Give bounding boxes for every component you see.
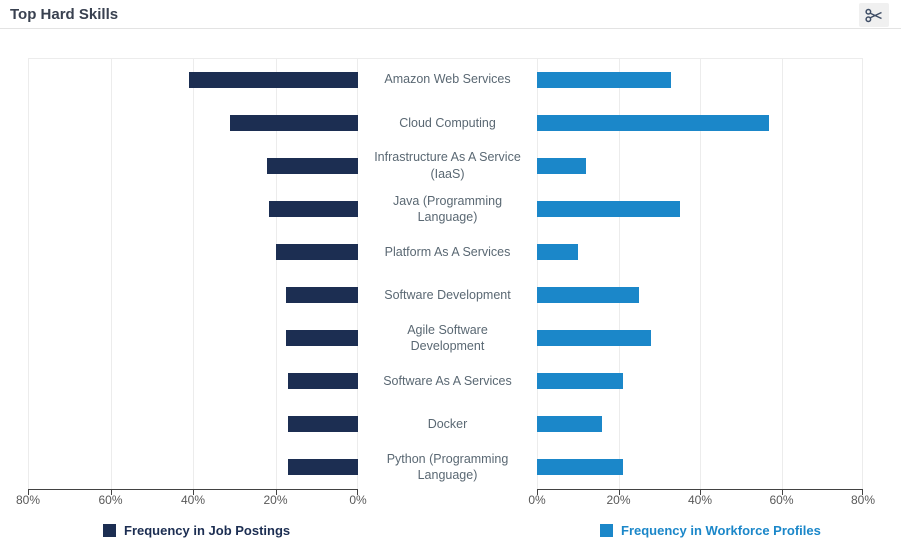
- bar-workforce[interactable]: [537, 243, 578, 260]
- bar-job-postings[interactable]: [285, 330, 358, 347]
- bar-job-postings[interactable]: [275, 243, 358, 260]
- axis-tick-label: 60%: [98, 493, 123, 507]
- legend-label-workforce: Frequency in Workforce Profiles: [621, 523, 821, 538]
- legend-swatch-job-postings: [103, 524, 116, 537]
- gridline: [357, 58, 358, 489]
- category-label: Platform As A Services: [384, 244, 511, 259]
- header-divider: [0, 28, 901, 29]
- bar-job-postings[interactable]: [287, 416, 358, 433]
- gridline: [862, 58, 863, 489]
- axis-tick-label: 20%: [263, 493, 288, 507]
- legend-swatch-workforce: [600, 524, 613, 537]
- x-axis-right: 0% 20% 40% 60% 80%: [528, 493, 875, 509]
- category-label: Docker: [427, 417, 468, 432]
- axis-tick-label: 0%: [528, 493, 546, 507]
- job-postings-plot: [28, 58, 358, 495]
- bar-workforce[interactable]: [537, 416, 603, 433]
- axis-tick-label: 60%: [769, 493, 794, 507]
- legend-workforce[interactable]: Frequency in Workforce Profiles: [600, 523, 821, 538]
- axis-tick: [275, 489, 277, 495]
- bar-workforce[interactable]: [537, 114, 770, 131]
- gridline: [618, 58, 620, 489]
- axis-tick: [110, 489, 112, 495]
- plot-top-border: [28, 58, 863, 59]
- gridline: [537, 58, 538, 489]
- axis-tick: [618, 489, 620, 495]
- category-labels: Amazon Web Services Cloud Computing Infras…: [360, 58, 535, 489]
- axis-tick-label: 80%: [850, 493, 876, 507]
- bar-job-postings[interactable]: [230, 114, 358, 131]
- category-label: Software As A Services: [383, 374, 512, 389]
- category-label: Java (Programming Language): [392, 193, 503, 224]
- bar-workforce[interactable]: [537, 287, 639, 304]
- axis-tick: [700, 489, 701, 495]
- axis-tick: [28, 489, 29, 495]
- gridline: [275, 58, 277, 489]
- bar-job-postings[interactable]: [269, 200, 358, 217]
- category-label: Python (Programming Language): [386, 452, 509, 483]
- axis-tick-label: 20%: [606, 493, 631, 507]
- workforce-plot: [537, 58, 863, 495]
- bar-job-postings[interactable]: [287, 459, 358, 476]
- bar-job-postings[interactable]: [285, 287, 358, 304]
- bar-job-postings[interactable]: [188, 71, 358, 88]
- gridline: [110, 58, 112, 489]
- axis-tick: [537, 489, 538, 495]
- axis-tick: [862, 489, 863, 495]
- category-label: Software Development: [384, 287, 511, 302]
- snapshot-button[interactable]: [859, 3, 889, 27]
- bar-workforce[interactable]: [537, 200, 680, 217]
- axis-tick: [193, 489, 194, 495]
- legend-label-job-postings: Frequency in Job Postings: [124, 523, 291, 538]
- bar-workforce[interactable]: [537, 330, 652, 347]
- bar-workforce[interactable]: [537, 157, 586, 174]
- bar-workforce[interactable]: [537, 373, 623, 390]
- bar-job-postings[interactable]: [287, 373, 358, 390]
- x-axis-left: 80% 60% 40% 20% 0%: [16, 493, 367, 509]
- legend-job-postings[interactable]: Frequency in Job Postings: [103, 523, 290, 538]
- axis-tick: [357, 489, 358, 495]
- gridline: [700, 58, 701, 489]
- bar-job-postings[interactable]: [267, 157, 358, 174]
- category-label: Infrastructure As A Service (IaaS): [374, 150, 521, 181]
- axis-tick-label: 80%: [15, 493, 41, 507]
- page-title: Top Hard Skills: [10, 6, 119, 23]
- gridline: [193, 58, 194, 489]
- axis-tick-label: 0%: [349, 493, 367, 507]
- bar-workforce[interactable]: [537, 71, 672, 88]
- axis-tick-label: 40%: [180, 493, 206, 507]
- gridline: [781, 58, 783, 489]
- category-label: Amazon Web Services: [384, 72, 511, 87]
- gridline: [28, 58, 29, 489]
- category-label: Cloud Computing: [399, 115, 496, 130]
- scissors-icon: [865, 8, 882, 22]
- category-label: Agile Software Development: [407, 322, 488, 354]
- axis-tick-label: 40%: [687, 493, 713, 507]
- bar-workforce[interactable]: [537, 459, 623, 476]
- axis-tick: [781, 489, 783, 495]
